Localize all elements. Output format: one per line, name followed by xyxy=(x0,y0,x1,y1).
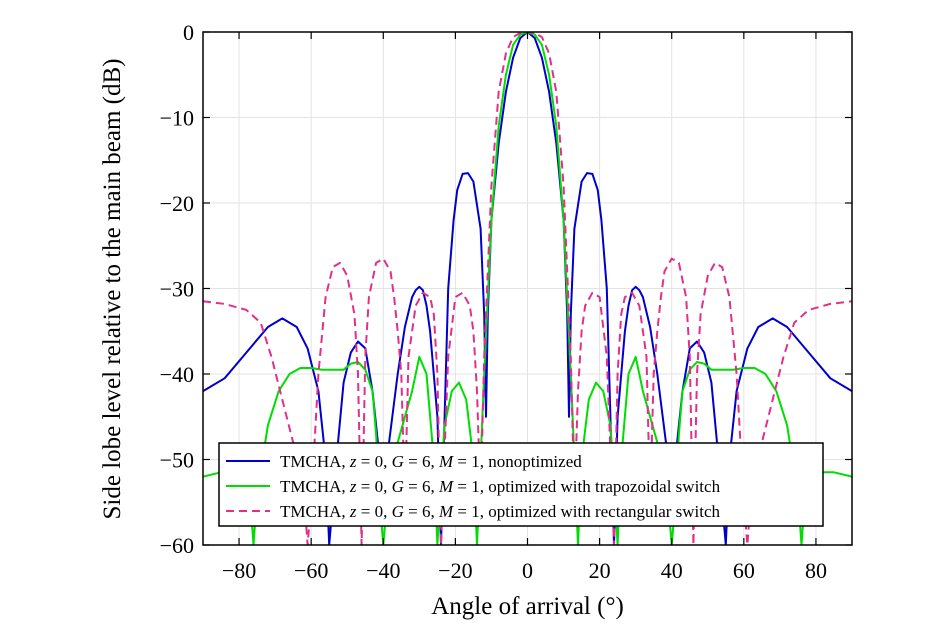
x-axis-title: Angle of arrival (°) xyxy=(431,593,624,620)
x-tick-label: 60 xyxy=(733,558,755,583)
tick-labels: −80 −60 −40 −20 0 20 40 60 80 0 −10 −20 −30 −40 −50 −60 xyxy=(160,20,827,583)
y-axis-title: Side lobe level relative to the main bea… xyxy=(99,59,126,520)
y-tick-label: −30 xyxy=(160,277,194,302)
legend-label-2: TMCHA, z = 0, G = 6, M = 1, optimized wi… xyxy=(280,477,721,496)
legend-label-1: TMCHA, z = 0, G = 6, M = 1, nonoptimized xyxy=(280,452,582,471)
y-tick-label: −50 xyxy=(160,448,194,473)
legend: TMCHA, z = 0, G = 6, M = 1, nonoptimized… xyxy=(218,442,824,527)
series-line-3 xyxy=(203,32,852,545)
plot-frame xyxy=(202,31,853,546)
x-tick-label: −80 xyxy=(222,558,256,583)
legend-box xyxy=(218,442,824,527)
series-layer xyxy=(203,32,852,545)
y-tick-label: −10 xyxy=(160,106,194,131)
x-tick-label: 20 xyxy=(589,558,611,583)
legend-label-3: TMCHA, z = 0, G = 6, M = 1, optimized wi… xyxy=(280,502,721,521)
y-tick-label: −40 xyxy=(160,362,194,387)
x-tick-label: −20 xyxy=(438,558,472,583)
x-tick-label: 80 xyxy=(805,558,827,583)
series-line-2 xyxy=(203,32,852,545)
x-tick-label: −60 xyxy=(294,558,328,583)
y-tick-label: −20 xyxy=(160,191,194,216)
x-tick-label: 0 xyxy=(522,558,533,583)
x-tick-label: −40 xyxy=(366,558,400,583)
y-tick-label: 0 xyxy=(183,20,194,45)
y-tick-label: −60 xyxy=(160,533,194,558)
x-tick-label: 40 xyxy=(661,558,683,583)
